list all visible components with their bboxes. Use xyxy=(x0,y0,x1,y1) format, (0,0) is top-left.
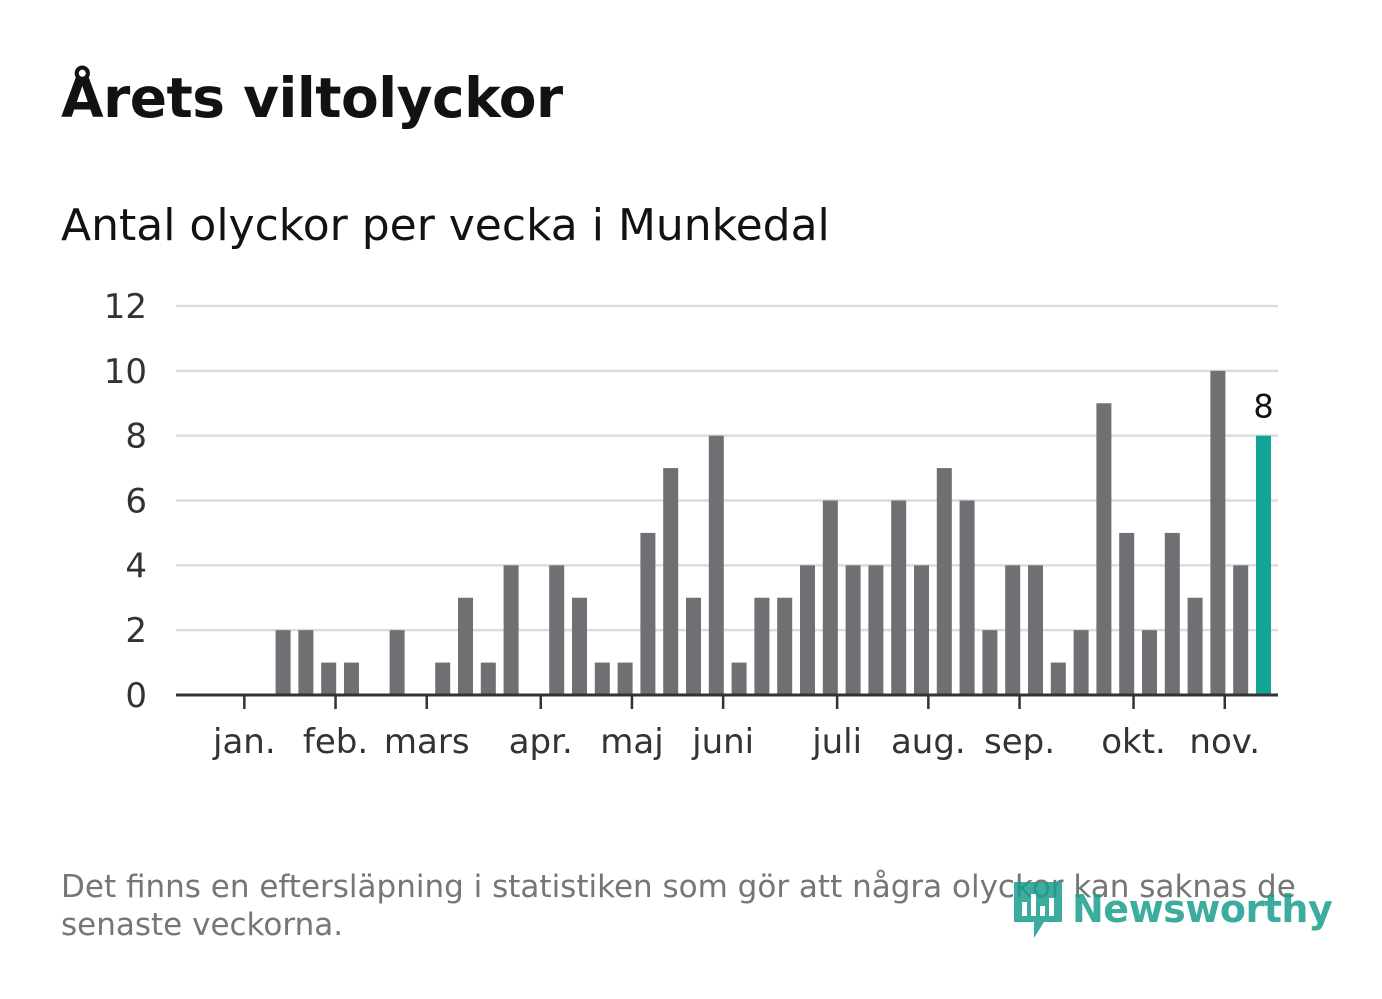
y-tick-label: 2 xyxy=(125,611,147,651)
bar xyxy=(480,662,496,695)
bar xyxy=(731,662,747,695)
bar xyxy=(800,565,815,695)
x-tick-label: apr. xyxy=(509,722,573,762)
bar xyxy=(549,565,565,695)
x-tick-label: jan. xyxy=(212,722,276,762)
chart-subtitle: Antal olyckor per vecka i Munkedal xyxy=(61,200,830,251)
highlighted-bar xyxy=(1256,435,1271,695)
y-tick-label: 10 xyxy=(104,352,147,392)
bar xyxy=(891,500,907,695)
bar xyxy=(1210,370,1226,695)
bar xyxy=(959,500,975,695)
bar xyxy=(754,597,770,695)
bar xyxy=(777,597,793,695)
x-tick-label: maj xyxy=(600,722,663,762)
bar xyxy=(458,597,473,695)
x-tick-label: juni xyxy=(691,722,754,762)
bar xyxy=(617,662,633,695)
y-tick-label: 0 xyxy=(125,676,147,716)
newsworthy-logo: Newsworthy xyxy=(1010,876,1333,942)
x-tick-label: feb. xyxy=(303,722,368,762)
bar xyxy=(572,597,587,695)
bar xyxy=(1164,532,1180,695)
bar xyxy=(435,662,451,695)
bar xyxy=(1028,565,1043,695)
bar xyxy=(1119,532,1135,695)
bar xyxy=(686,597,701,695)
y-tick-label: 6 xyxy=(125,482,147,522)
x-tick-label: sep. xyxy=(984,722,1055,762)
bar xyxy=(594,662,610,695)
x-tick-label: nov. xyxy=(1189,722,1260,762)
chart-title: Årets viltolyckor xyxy=(61,66,563,130)
x-tick-label: okt. xyxy=(1101,722,1166,762)
bar xyxy=(640,532,656,695)
newsworthy-logo-icon xyxy=(1014,882,1062,938)
x-tick-label: mars xyxy=(384,722,470,762)
bar xyxy=(982,630,998,695)
bar xyxy=(708,435,724,695)
bar xyxy=(936,468,952,695)
y-tick-label: 4 xyxy=(125,546,147,586)
bar xyxy=(1187,597,1203,695)
bar xyxy=(822,500,838,695)
highlight-value-label: 8 xyxy=(1253,388,1273,426)
bar xyxy=(1073,630,1089,695)
bar xyxy=(503,565,519,695)
y-tick-label: 12 xyxy=(104,287,147,327)
y-tick-label: 8 xyxy=(125,417,147,457)
bar xyxy=(1233,565,1249,695)
bar xyxy=(275,630,291,695)
bar xyxy=(1005,565,1021,695)
bar xyxy=(1050,662,1066,695)
x-tick-label: aug. xyxy=(891,722,966,762)
x-tick-label: juli xyxy=(811,722,862,762)
bar xyxy=(1142,630,1157,695)
bar xyxy=(344,662,359,695)
bar xyxy=(321,662,337,695)
newsworthy-logo-text: Newsworthy xyxy=(1072,887,1333,931)
bar xyxy=(1096,403,1112,695)
footnote: Det finns en eftersläpning i statistiken… xyxy=(61,869,1296,943)
bar xyxy=(298,630,314,695)
bar xyxy=(868,565,884,695)
bar xyxy=(389,630,405,695)
bar xyxy=(663,468,679,695)
bar xyxy=(845,565,861,695)
bar xyxy=(914,565,929,695)
